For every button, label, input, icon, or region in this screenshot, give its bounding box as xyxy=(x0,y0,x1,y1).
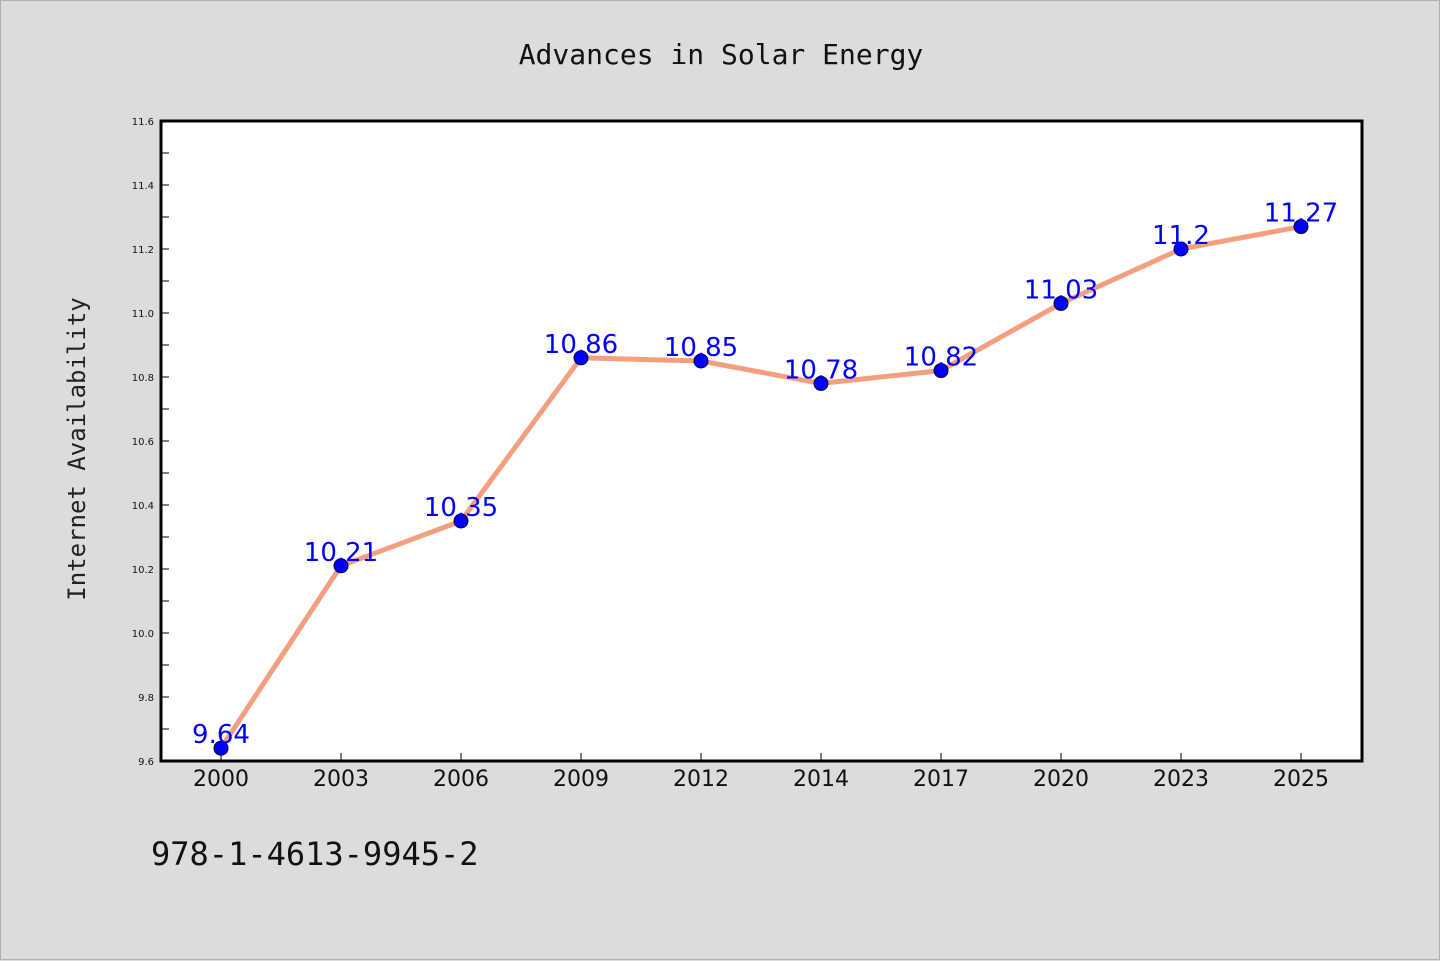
y-axis: 9.6 9.8 10.0 10.2 10.4 10.6 10.8 11.0 11.2 11.4 11… xyxy=(132,117,169,768)
series-line xyxy=(218,224,1304,751)
x-tick-label: 2012 xyxy=(673,767,729,792)
data-point-marker xyxy=(213,740,229,756)
data-label: 11.03 xyxy=(1024,275,1098,305)
data-point-marker xyxy=(1173,241,1189,257)
x-axis: 2000 2003 2006 2009 2012 2014 2017 2020 2023 2025 xyxy=(193,753,1329,792)
data-point-marker xyxy=(813,375,829,391)
y-tick-label: 10.6 xyxy=(132,437,154,448)
x-tick-label: 2023 xyxy=(1153,767,1209,792)
data-point-marker xyxy=(1053,295,1069,311)
markers-group xyxy=(213,219,1309,756)
x-tick-label: 2000 xyxy=(193,767,249,792)
data-point-marker xyxy=(933,363,949,379)
data-label: 10.86 xyxy=(544,330,618,360)
data-label: 10.82 xyxy=(904,343,978,373)
y-tick-label: 9.8 xyxy=(138,693,154,704)
x-tick-label: 2009 xyxy=(553,767,609,792)
y-tick-label: 11.0 xyxy=(132,309,154,320)
x-tick-label: 2025 xyxy=(1273,767,1329,792)
y-axis-label: Internet Availability xyxy=(63,297,91,600)
x-tick-label: 2014 xyxy=(793,767,849,792)
data-label: 11.27 xyxy=(1264,199,1338,229)
data-label: 11.2 xyxy=(1152,221,1210,251)
data-point-marker xyxy=(1293,219,1309,235)
data-label: 10.78 xyxy=(784,355,858,385)
data-point-marker xyxy=(453,513,469,529)
series-line-group xyxy=(218,224,1304,751)
data-label: 9.64 xyxy=(192,720,250,750)
data-point-marker xyxy=(693,353,709,369)
data-point-marker xyxy=(573,350,589,366)
x-tick-label: 2006 xyxy=(433,767,489,792)
y-tick-label: 10.4 xyxy=(132,501,154,512)
x-tick-label: 2017 xyxy=(913,767,969,792)
plot-area xyxy=(159,119,1364,763)
chart-title: Advances in Solar Energy xyxy=(519,38,924,71)
footnote-isbn: 978-1-4613-9945-2 xyxy=(151,835,479,873)
data-label: 10.35 xyxy=(424,493,498,523)
data-labels-group: 9.64 10.21 10.35 10.86 10.85 10.78 10.82 11.03 1… xyxy=(192,199,1338,751)
y-tick-label: 11.2 xyxy=(132,245,154,256)
y-tick-label: 9.6 xyxy=(138,757,154,768)
y-tick-label: 10.8 xyxy=(132,373,154,384)
x-tick-label: 2020 xyxy=(1033,767,1089,792)
x-tick-label: 2003 xyxy=(313,767,369,792)
y-tick-label: 11.6 xyxy=(132,117,154,128)
y-tick-label: 10.2 xyxy=(132,565,154,576)
data-label: 10.85 xyxy=(664,333,738,363)
data-point-marker xyxy=(333,558,349,574)
y-tick-label: 10.0 xyxy=(132,629,154,640)
y-tick-label: 11.4 xyxy=(132,181,154,192)
data-label: 10.21 xyxy=(304,538,378,568)
